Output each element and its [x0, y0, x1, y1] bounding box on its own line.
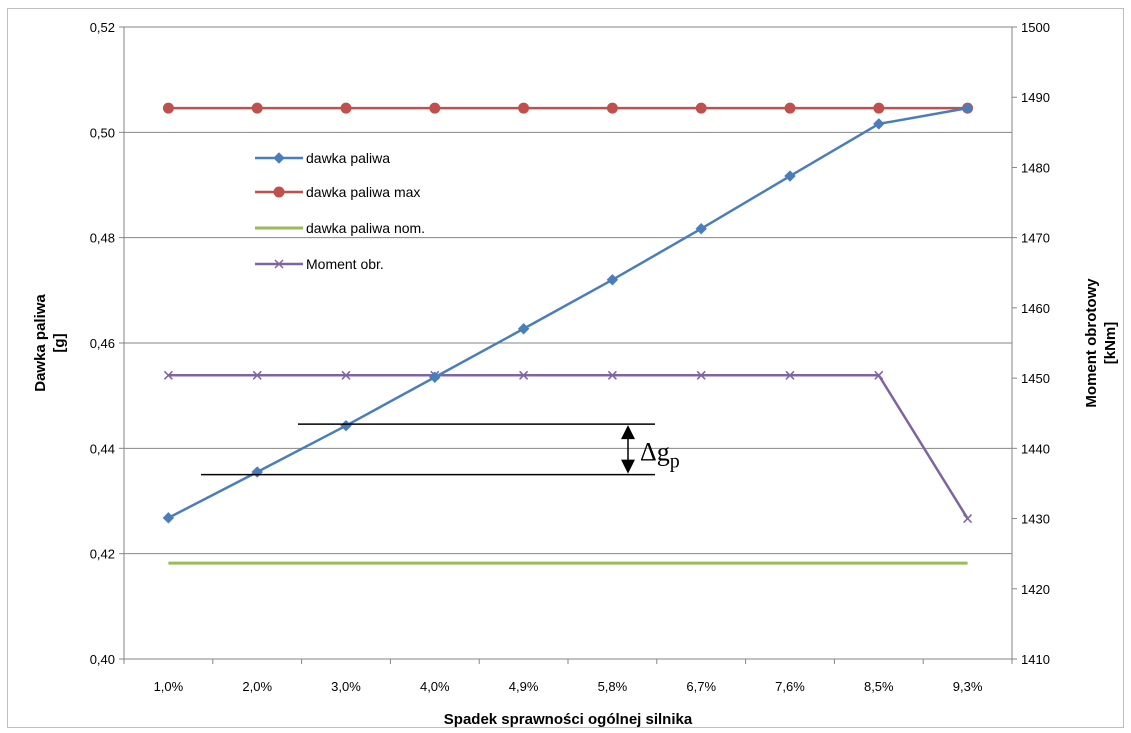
data-point-diamond: [606, 274, 619, 286]
data-point-diamond: [784, 170, 796, 182]
data-point-x: [963, 514, 973, 524]
series-dawka-paliwa: [162, 102, 974, 524]
legend-item: dawka paliwa max: [255, 184, 420, 200]
data-point-diamond: [273, 152, 285, 164]
left-tick-label: 0,40: [90, 652, 115, 667]
series-layer: [162, 102, 974, 565]
series-line: [168, 374, 969, 520]
data-point-diamond: [162, 512, 175, 524]
x-axis-title: Spadek sprawności ogólnej silnika: [444, 711, 693, 728]
data-point-circle: [273, 186, 285, 198]
right-tick-label: 1430: [1021, 512, 1050, 527]
legend-label: dawka paliwa: [306, 150, 390, 166]
data-point-x: [274, 259, 284, 269]
data-point-x: [252, 370, 262, 380]
legend-item: dawka paliwa: [255, 150, 390, 166]
x-tick-label: 4,0%: [420, 679, 450, 694]
series-dawka-paliwa-max: [162, 102, 974, 114]
x-tick-label: 1,0%: [154, 679, 184, 694]
delta-arrow-head-up: [621, 425, 635, 440]
x-tick-label: 7,6%: [775, 679, 805, 694]
legend: dawka paliwa dawka paliwa max dawka paliwa…: [255, 150, 425, 272]
data-point-circle: [340, 102, 352, 114]
x-tick-label: 6,7%: [686, 679, 716, 694]
data-point-x: [696, 370, 706, 380]
right-tick-label: 1440: [1021, 441, 1050, 456]
right-tick-label: 1420: [1021, 582, 1050, 597]
delta-arrow-head-down: [621, 459, 635, 474]
data-point-circle: [251, 102, 263, 114]
data-point-circle: [873, 102, 885, 114]
data-point-x: [874, 370, 884, 380]
left-axis-title-line2: [g]: [51, 333, 68, 352]
x-axis-ticks: 1,0% 2,0% 3,0% 4,0% 4,9% 5,8% 6,7% 7,6% 8,5% 9,3%: [123, 659, 1013, 694]
legend-label: dawka paliwa nom.: [306, 220, 425, 236]
data-point-x: [163, 370, 173, 380]
series-line: [167, 106, 968, 519]
x-tick-label: 4,9%: [509, 679, 539, 694]
data-point-diamond: [695, 223, 707, 235]
data-point-x: [785, 370, 795, 380]
data-point-circle: [518, 102, 530, 114]
left-tick-label: 0,52: [90, 20, 115, 35]
data-point-diamond: [873, 118, 885, 130]
left-tick-label: 0,42: [90, 547, 115, 562]
data-point-circle: [784, 102, 796, 114]
x-tick-label: 9,3%: [953, 679, 983, 694]
left-tick-label: 0,46: [90, 336, 115, 351]
left-tick-label: 0,50: [90, 125, 115, 140]
series-moment-obr-: [163, 370, 973, 524]
data-point-circle: [606, 102, 618, 114]
delta-label: Δgp: [640, 437, 680, 472]
data-point-x: [519, 370, 529, 380]
data-point-diamond: [961, 102, 974, 114]
legend-label: dawka paliwa max: [306, 184, 420, 200]
delta-label-subscript: p: [670, 450, 680, 472]
x-tick-label: 2,0%: [242, 679, 272, 694]
left-axis-ticks: 0,40 0,42 0,44 0,46 0,48 0,50 0,52: [90, 20, 124, 667]
chart-frame: [7, 8, 1124, 728]
right-tick-label: 1450: [1021, 371, 1050, 386]
data-point-diamond: [517, 323, 530, 335]
x-tick-label: 5,8%: [598, 679, 628, 694]
right-tick-label: 1480: [1021, 160, 1050, 175]
right-tick-label: 1410: [1021, 652, 1050, 667]
legend-item: dawka paliwa nom.: [255, 220, 425, 236]
data-point-circle: [429, 102, 441, 114]
right-tick-label: 1460: [1021, 301, 1050, 316]
data-point-circle: [162, 102, 174, 114]
legend-label: Moment obr.: [306, 256, 384, 272]
left-tick-label: 0,48: [90, 231, 115, 246]
data-point-x: [607, 370, 617, 380]
data-point-x: [341, 370, 351, 380]
right-axis-ticks: 1410 1420 1430 1440 1450 1460 1470 1480 1490 1500: [1012, 20, 1050, 667]
annotation-layer: Δgp: [201, 423, 680, 476]
data-point-diamond: [340, 419, 352, 432]
data-point-diamond: [251, 466, 263, 478]
x-tick-label: 8,5%: [864, 679, 894, 694]
legend-item: Moment obr.: [255, 256, 384, 272]
right-tick-label: 1500: [1021, 20, 1050, 35]
right-axis-title-line2: [kNm]: [1102, 322, 1119, 365]
right-tick-label: 1490: [1021, 90, 1050, 105]
x-tick-label: 3,0%: [331, 679, 361, 694]
left-axis-title-line1: Dawka paliwa: [32, 294, 49, 392]
data-point-diamond: [429, 371, 441, 383]
left-tick-label: 0,44: [90, 441, 115, 456]
right-tick-label: 1470: [1021, 231, 1050, 246]
data-point-circle: [695, 102, 707, 114]
right-axis-title-line1: Moment obrotowy: [1083, 278, 1100, 408]
